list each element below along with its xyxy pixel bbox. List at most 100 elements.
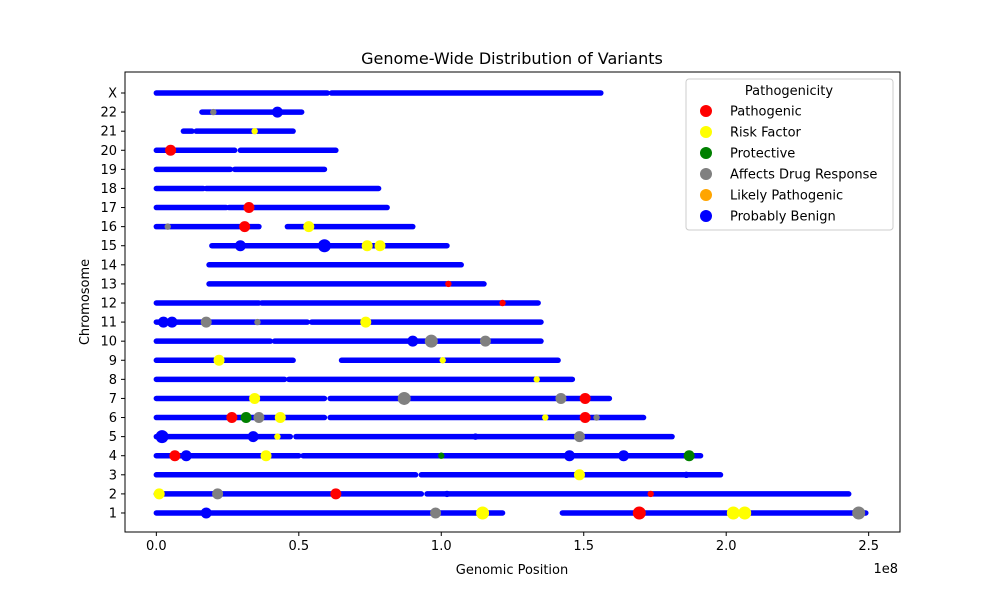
y-tick-label: 12 [100,296,117,311]
pathogenic-variant-point [243,202,255,214]
chart-marks [153,90,869,520]
y-tick-label: 10 [100,335,117,350]
legend-label: Risk Factor [730,126,802,141]
affects-drug-response-variant-point [430,507,442,519]
probably-benign-variant-point [247,431,259,443]
y-tick-label: 13 [100,277,117,292]
y-tick-label: 16 [100,220,117,235]
y-tick-label: X [108,87,117,102]
affects-drug-response-variant-point [212,488,224,500]
pathogenic-variant-point [445,280,452,288]
y-tick-label: 18 [100,182,117,197]
legend-title: Pathogenicity [745,84,833,99]
pathogenic-variant-point [579,392,591,404]
pathogenic-variant-point [165,144,177,156]
y-tick-label: 11 [100,316,117,331]
legend-label: Affects Drug Response [730,168,877,183]
y-tick-label: 17 [100,201,117,216]
risk-factor-variant-point [738,506,752,520]
pathogenic-variant-point [632,506,646,520]
axes-ticks: 0.0 0.5 1.0 1.5 2.0 2.51234567891011121314151… [100,87,879,555]
chart-title: Genome-Wide Distribution of Variants [361,49,663,68]
x-tick-label: 1.5 [573,539,594,554]
affects-drug-response-variant-point [852,506,866,520]
legend-label: Pathogenic [730,105,802,120]
risk-factor-variant-point [213,354,225,366]
x-tick-label: 1.0 [431,539,452,554]
x-axis-offset-label: 1e8 [873,562,898,577]
y-tick-label: 2 [109,487,117,502]
y-tick-label: 3 [109,468,117,483]
y-tick-label: 19 [100,163,117,178]
y-axis-label: Chromosome [78,259,93,345]
probably-benign-variant-point [618,450,630,462]
affects-drug-response-variant-point [424,334,438,348]
affects-drug-response-variant-point [593,414,600,421]
y-tick-label: 7 [109,392,117,407]
affects-drug-response-variant-point [479,335,491,347]
probably-benign-variant-point [157,316,169,328]
probably-benign-variant-point [166,316,178,328]
risk-factor-variant-point [251,127,258,135]
affects-drug-response-variant-point [573,431,585,443]
affects-drug-response-variant-point [253,412,265,424]
legend-marker [700,126,712,138]
probably-benign-variant-point [155,430,169,444]
affects-drug-response-variant-point [555,392,567,404]
y-tick-label: 4 [109,449,117,464]
legend-marker [700,168,712,180]
protective-variant-point [438,452,445,459]
x-tick-label: 2.5 [858,539,879,554]
risk-factor-variant-point [361,240,373,252]
probably-benign-variant-point [317,239,331,253]
probably-benign-variant-point [563,450,575,462]
x-axis-label: Genomic Position [456,563,568,578]
pathogenic-variant-point [239,221,251,233]
affects-drug-response-variant-point [210,108,217,116]
risk-factor-variant-point [303,221,315,233]
risk-factor-variant-point [573,469,585,481]
probably-benign-variant-point [180,450,192,462]
x-tick-label: 0.0 [146,539,167,554]
y-tick-label: 22 [100,106,117,121]
probably-benign-variant-point [271,106,283,118]
risk-factor-variant-point [274,412,286,424]
legend-marker [700,147,712,159]
x-tick-label: 0.5 [288,539,309,554]
risk-factor-variant-point [533,376,540,383]
risk-factor-variant-point [153,488,165,500]
probably-benign-variant-point [443,490,451,498]
y-tick-label: 1 [109,506,117,521]
pathogenic-variant-point [330,488,342,500]
risk-factor-variant-point [726,506,740,520]
legend-marker [700,105,712,117]
affects-drug-response-variant-point [397,391,411,405]
y-tick-label: 9 [109,354,117,369]
probably-benign-variant-point [683,471,690,478]
pathogenic-variant-point [579,412,591,424]
y-tick-label: 8 [109,373,117,388]
risk-factor-variant-point [274,433,281,440]
risk-factor-variant-point [476,506,490,520]
legend-label: Probably Benign [730,210,836,225]
y-tick-label: 5 [109,430,117,445]
legend-marker [700,210,712,222]
y-tick-label: 20 [100,144,117,159]
protective-variant-point [683,450,695,462]
legend-entries: Pathogenic Risk Factor Protective Affects D… [700,105,877,225]
legend-label: Protective [730,147,795,162]
probably-benign-variant-point [472,433,479,440]
pathogenic-variant-point [647,490,654,498]
risk-factor-variant-point [360,316,372,328]
axes-frame [124,71,901,533]
y-tick-label: 14 [100,258,117,273]
probably-benign-variant-point [200,507,212,519]
probably-benign-variant-point [407,335,419,347]
risk-factor-variant-point [374,240,386,252]
legend-marker [700,189,712,201]
risk-factor-variant-point [439,357,446,364]
pathogenic-variant-point [499,299,506,307]
legend: Pathogenicity Pathogenic Risk Factor Prote… [685,78,894,231]
affects-drug-response-variant-point [200,316,212,328]
